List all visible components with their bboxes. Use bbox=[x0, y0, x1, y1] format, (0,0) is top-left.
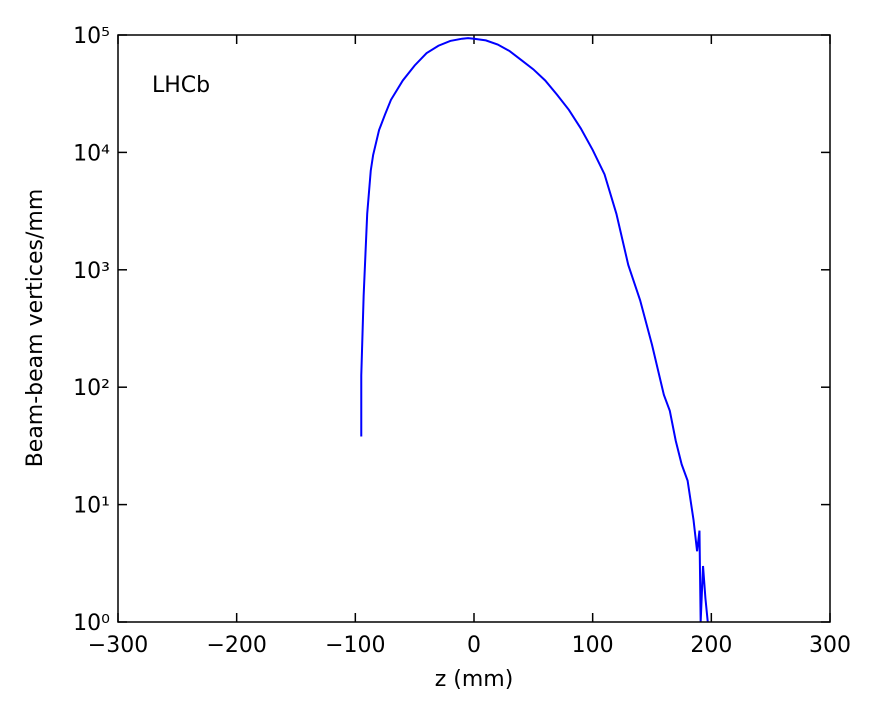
x-tick-label: −300 bbox=[88, 633, 148, 658]
y-tick-label: 10² bbox=[73, 376, 110, 401]
y-axis-label: Beam-beam vertices/mm bbox=[23, 189, 48, 468]
x-tick-label: −200 bbox=[206, 633, 266, 658]
plot-frame bbox=[117, 34, 831, 623]
x-tick-label: −100 bbox=[325, 633, 385, 658]
y-tick-label: 10⁰ bbox=[73, 611, 110, 636]
annotation: LHCb bbox=[152, 73, 210, 98]
data-line bbox=[360, 37, 709, 623]
y-tick-label: 10³ bbox=[73, 259, 110, 284]
y-tick-label: 10⁵ bbox=[73, 24, 110, 49]
x-tick-label: 0 bbox=[467, 633, 481, 658]
x-tick-label: 200 bbox=[690, 633, 732, 658]
x-tick-label: 300 bbox=[809, 633, 851, 658]
y-tick-label: 10⁴ bbox=[73, 141, 110, 166]
x-axis-label: z (mm) bbox=[435, 667, 514, 692]
y-tick-label: 10¹ bbox=[73, 494, 110, 519]
x-tick-label: 100 bbox=[572, 633, 614, 658]
